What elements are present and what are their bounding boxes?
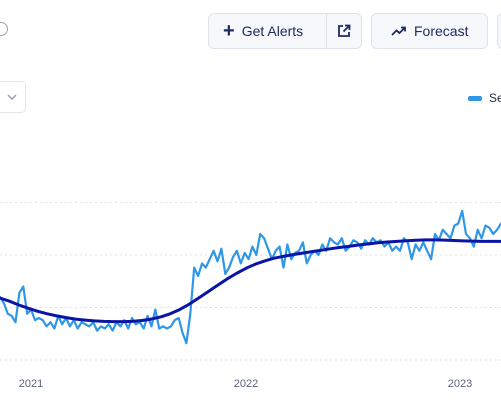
get-alerts-button-group: + Get Alerts (208, 13, 362, 49)
chart-legend: Se (468, 91, 501, 105)
trend-chart: 2021 2022 2023 (0, 202, 501, 390)
chart-series (0, 209, 501, 345)
timeframe-dropdown[interactable] (0, 81, 26, 113)
legend-label: Se (489, 91, 501, 105)
help-circle-icon[interactable] (0, 22, 8, 36)
chart-gridlines (0, 202, 501, 361)
get-alerts-label: Get Alerts (241, 23, 304, 39)
x-tick-label: 2023 (448, 378, 472, 390)
legend-swatch (468, 95, 482, 101)
x-tick-label: 2022 (234, 378, 258, 390)
toolbar-overflow-button[interactable] (497, 13, 501, 49)
chart-x-axis: 2021 2022 2023 (19, 378, 472, 390)
external-link-button[interactable] (326, 14, 361, 48)
forecast-button[interactable]: Forecast (371, 13, 488, 49)
series-line (0, 209, 501, 345)
plus-icon: + (223, 20, 235, 42)
external-link-icon (338, 24, 351, 37)
trend-up-icon (391, 26, 406, 36)
trend-line (0, 238, 501, 324)
chevron-down-icon (7, 94, 17, 100)
forecast-label: Forecast (414, 23, 469, 39)
get-alerts-button[interactable]: + Get Alerts (209, 14, 326, 48)
x-tick-label: 2021 (19, 378, 43, 390)
